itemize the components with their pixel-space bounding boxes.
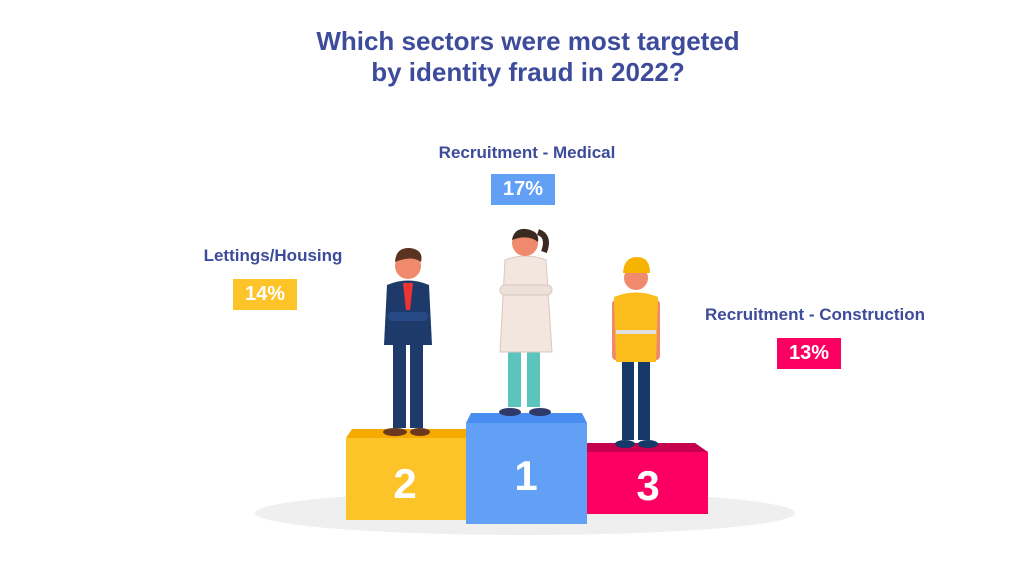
podium-3-block	[587, 452, 708, 514]
podium-1-block	[466, 423, 587, 524]
rank-1: 1	[514, 452, 537, 499]
title: Which sectors were most targeted by iden…	[0, 26, 1024, 88]
percent-badge-medical: 17%	[491, 174, 555, 205]
podium-2-block	[346, 438, 466, 520]
sector-label-medical: Recruitment - Medical	[438, 143, 616, 162]
construction-worker-figure	[612, 257, 660, 448]
percent-badge-construction: 13%	[777, 338, 841, 369]
rank-3: 3	[636, 462, 659, 509]
sector-label-construction: Recruitment - Construction	[704, 305, 926, 324]
doctor-figure	[499, 228, 553, 416]
businessman-figure	[383, 247, 432, 436]
title-line-2: by identity fraud in 2022?	[371, 57, 685, 87]
title-line-1: Which sectors were most targeted	[316, 26, 740, 56]
percent-badge-lettings: 14%	[233, 279, 297, 310]
podium-1-top	[466, 413, 587, 423]
sector-label-lettings: Lettings/Housing	[203, 246, 343, 265]
rank-2: 2	[393, 460, 416, 507]
